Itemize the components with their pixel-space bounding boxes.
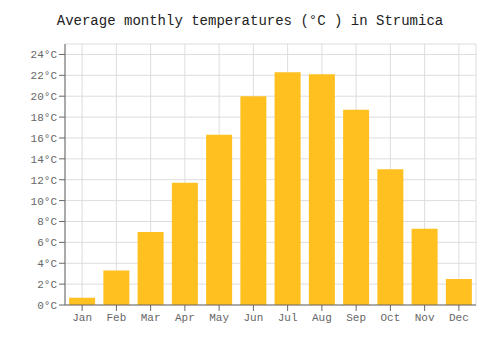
svg-text:2°C: 2°C	[37, 279, 57, 291]
svg-text:Mar: Mar	[141, 312, 161, 324]
svg-text:8°C: 8°C	[37, 216, 57, 228]
svg-text:Dec: Dec	[449, 312, 469, 324]
svg-text:Jul: Jul	[278, 312, 298, 324]
svg-text:Nov: Nov	[415, 312, 435, 324]
svg-text:10°C: 10°C	[31, 196, 58, 208]
svg-text:Jun: Jun	[243, 312, 263, 324]
svg-text:Sep: Sep	[346, 312, 366, 324]
svg-text:Jan: Jan	[72, 312, 92, 324]
svg-text:22°C: 22°C	[31, 70, 58, 82]
svg-text:16°C: 16°C	[31, 133, 58, 145]
svg-text:6°C: 6°C	[37, 237, 57, 249]
svg-text:Apr: Apr	[175, 312, 195, 324]
svg-text:24°C: 24°C	[31, 49, 58, 61]
svg-text:May: May	[209, 312, 229, 324]
svg-text:14°C: 14°C	[31, 154, 58, 166]
svg-text:20°C: 20°C	[31, 91, 58, 103]
svg-text:Feb: Feb	[106, 312, 126, 324]
svg-text:12°C: 12°C	[31, 175, 58, 187]
svg-text:4°C: 4°C	[37, 258, 57, 270]
svg-text:18°C: 18°C	[31, 112, 58, 124]
svg-text:Oct: Oct	[380, 312, 400, 324]
svg-text:Aug: Aug	[312, 312, 332, 324]
html-text:Average monthly temperatures (: Average monthly temperatures (°C ) in St…	[56, 13, 444, 29]
svg-text:0°C: 0°C	[37, 300, 57, 312]
